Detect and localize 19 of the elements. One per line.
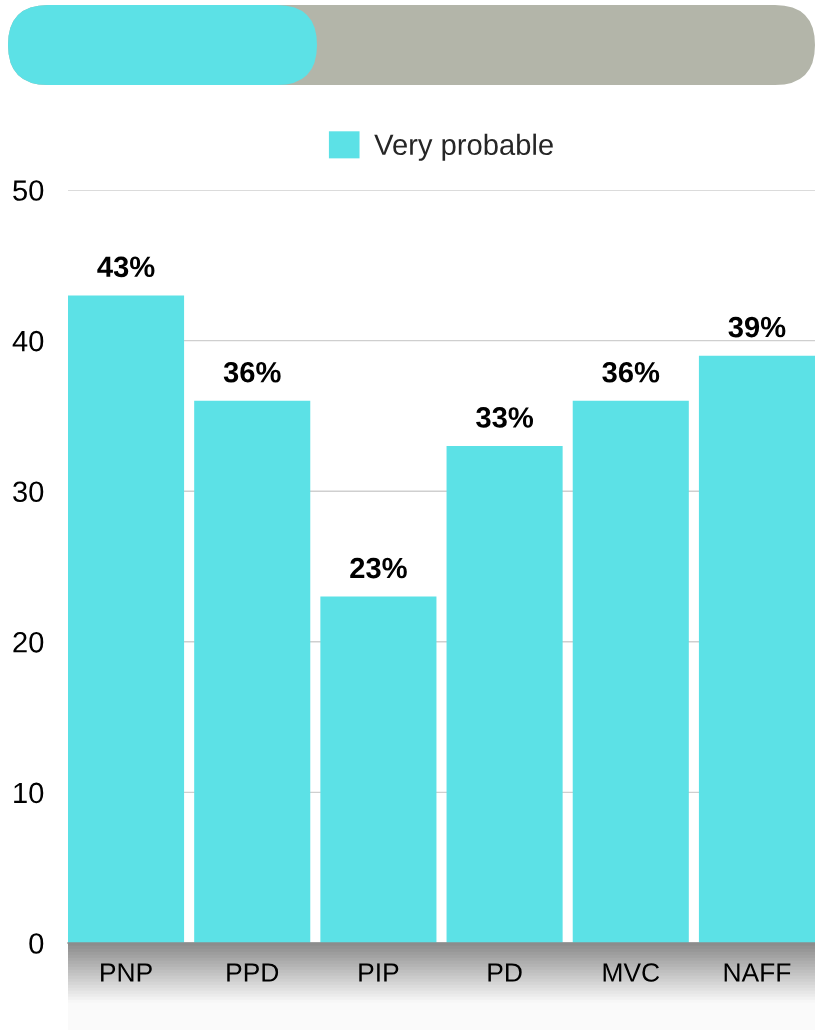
data-label: 36% — [223, 361, 281, 383]
x-tick-label: MVC — [603, 963, 660, 982]
y-tick-label: 10 — [14, 782, 44, 804]
x-tick-label: NAFF — [724, 963, 791, 982]
x-tick-label: PD — [488, 963, 522, 982]
y-tick-label: 30 — [13, 481, 44, 503]
y-tick-label: 50 — [13, 180, 44, 201]
data-label: 39% — [728, 316, 786, 338]
y-tick-label: 20 — [13, 632, 44, 653]
x-tick-label: PPD — [227, 963, 279, 982]
y-tick-label: 40 — [12, 330, 44, 352]
data-label: 43% — [97, 256, 155, 278]
x-tick-label: PNP — [101, 963, 152, 982]
y-tick-label: 0 — [29, 933, 44, 954]
legend-label: Very probable — [374, 133, 553, 161]
data-label: 33% — [476, 407, 534, 428]
data-label: 36% — [602, 361, 660, 383]
x-tick-label: PIP — [359, 963, 399, 982]
data-label: 23% — [350, 557, 407, 579]
